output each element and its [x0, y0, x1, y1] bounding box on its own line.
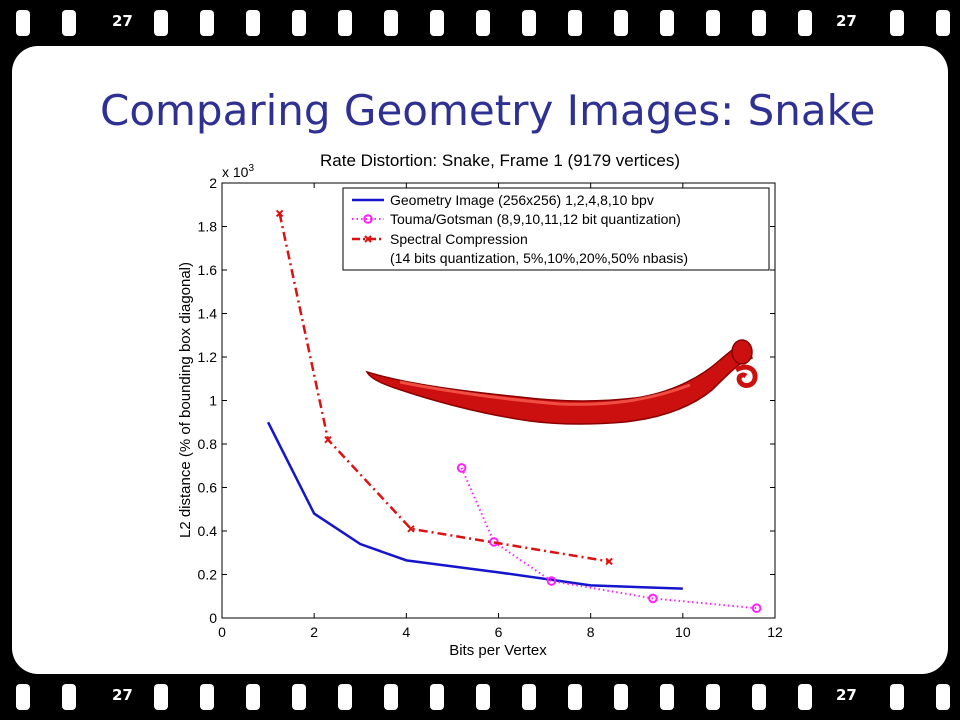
data-point-spectral-compression: [324, 435, 332, 444]
frame-number-bottom-left: 27: [112, 686, 133, 704]
x-tick-label: 0: [218, 624, 226, 640]
legend-marker-touma-gotsman: [363, 214, 373, 224]
data-point-spectral-compression: [605, 557, 613, 566]
x-tick-label: 6: [495, 624, 503, 640]
legend-label-spectral: Spectral Compression: [390, 231, 528, 247]
data-point-touma-gotsman: [751, 603, 762, 614]
y-tick-label: 1.2: [198, 349, 218, 365]
frame-number-top-left: 27: [112, 12, 133, 30]
sprocket-hole-bottom-11: [522, 684, 536, 710]
data-point-spectral-compression: [407, 525, 415, 533]
y-tick-label: 1.6: [198, 262, 218, 278]
sprocket-hole-bottom-15: [706, 684, 720, 710]
film-strip-bottom: 27 27: [0, 674, 960, 720]
sprocket-hole-top-11: [522, 10, 536, 36]
sprocket-hole-top-8: [384, 10, 398, 36]
snake-body-highlight: [399, 380, 691, 406]
legend-label-touma-gotsman: Touma/Gotsman (8,9,10,11,12 bit quantiza…: [390, 211, 681, 227]
sprocket-hole-top-20: [936, 10, 950, 36]
sprocket-hole-top-3: [154, 10, 168, 36]
sprocket-hole-bottom-8: [384, 684, 398, 710]
sprocket-hole-top-14: [660, 10, 674, 36]
sprocket-hole-top-16: [752, 10, 766, 36]
slide-title: Comparing Geometry Images: Snake: [100, 86, 876, 135]
sprocket-hole-bottom-19: [890, 684, 904, 710]
snake-head: [731, 339, 753, 365]
x-tick-label: 10: [675, 624, 691, 640]
x-tick-label: 2: [310, 624, 318, 640]
sprocket-hole-bottom-10: [476, 684, 490, 710]
data-point-touma-gotsman: [456, 463, 467, 473]
sprocket-hole-top-17: [798, 10, 812, 36]
sprocket-hole-bottom-1: [62, 684, 76, 710]
sprocket-hole-top-6: [292, 10, 306, 36]
data-point-touma-gotsman: [648, 593, 658, 604]
y-tick-label: 2: [209, 175, 217, 191]
y-tick-label: 1: [209, 393, 217, 409]
legend: Geometry Image (256x256) 1,2,4,8,10 bpv …: [342, 187, 770, 271]
data-series: [266, 209, 762, 614]
series-line-spectral-compression: [278, 213, 610, 563]
sprocket-hole-top-7: [338, 10, 352, 36]
snake-body: [365, 342, 753, 425]
axis-ticks: 0 2 4 6 8 10 12 0 0.2 0.4 0.6 0.8 1 1.2 1.4 1.6 1.8 2: [198, 175, 783, 640]
x-tick-label: 4: [402, 624, 410, 640]
chart-title: Rate Distortion: Snake, Frame 1 (9179 ve…: [320, 151, 680, 170]
y-tick-label: 0.6: [198, 480, 218, 496]
sprocket-hole-bottom-14: [660, 684, 674, 710]
y-axis-label: L2 distance (% of bounding box diagonal): [177, 262, 194, 538]
x-tick-label: 8: [587, 624, 595, 640]
y-multiplier-label: x 103: [222, 163, 254, 180]
snake-model-image: [365, 339, 758, 425]
legend-label-geometry-image: Geometry Image (256x256) 1,2,4,8,10 bpv: [390, 192, 654, 208]
y-tick-label: 0.2: [198, 567, 218, 583]
film-strip-top: 27 27: [0, 0, 960, 46]
snake-tail-curl: [734, 364, 758, 388]
sprocket-hole-top-19: [890, 10, 904, 36]
sprocket-hole-top-13: [614, 10, 628, 36]
sprocket-hole-bottom-5: [246, 684, 260, 710]
sprocket-hole-top-5: [246, 10, 260, 36]
sprocket-hole-bottom-16: [752, 684, 766, 710]
y-tick-label: 0: [209, 610, 217, 626]
sprocket-hole-top-9: [430, 10, 444, 36]
sprocket-hole-top-15: [706, 10, 720, 36]
sprocket-hole-bottom-9: [430, 684, 444, 710]
data-point-touma-gotsman: [546, 576, 557, 586]
legend-label-spectral-detail: (14 bits quantization, 5%,10%,20%,50% nb…: [390, 250, 688, 266]
sprocket-hole-top-12: [568, 10, 582, 36]
sprocket-hole-bottom-12: [568, 684, 582, 710]
sprocket-hole-bottom-17: [798, 684, 812, 710]
sprocket-hole-bottom-6: [292, 684, 306, 710]
legend-box: [342, 187, 770, 271]
sprocket-hole-bottom-13: [614, 684, 628, 710]
frame-number-top-right: 27: [836, 12, 857, 30]
sprocket-hole-bottom-3: [154, 684, 168, 710]
y-tick-label: 1.4: [198, 306, 218, 322]
sprocket-hole-top-4: [200, 10, 214, 36]
sprocket-hole-bottom-7: [338, 684, 352, 710]
sprocket-hole-bottom-20: [936, 684, 950, 710]
frame-number-bottom-right: 27: [836, 686, 857, 704]
legend-marker-spectral: [364, 235, 372, 243]
data-point-spectral-compression: [275, 209, 284, 218]
y-multiplier-base: x 10: [222, 164, 249, 180]
x-axis-label: Bits per Vertex: [449, 642, 547, 659]
y-tick-label: 0.8: [198, 436, 218, 452]
sprocket-hole-top-10: [476, 10, 490, 36]
y-tick-label: 1.8: [198, 219, 218, 235]
y-multiplier-exponent: 3: [248, 163, 254, 174]
sprocket-hole-bottom-0: [16, 684, 30, 710]
sprocket-hole-top-0: [16, 10, 30, 36]
y-tick-label: 0.4: [198, 523, 218, 539]
sprocket-hole-bottom-4: [200, 684, 214, 710]
sprocket-hole-top-1: [62, 10, 76, 36]
x-tick-label: 12: [767, 624, 783, 640]
series-line-geometry-image: [266, 421, 683, 590]
